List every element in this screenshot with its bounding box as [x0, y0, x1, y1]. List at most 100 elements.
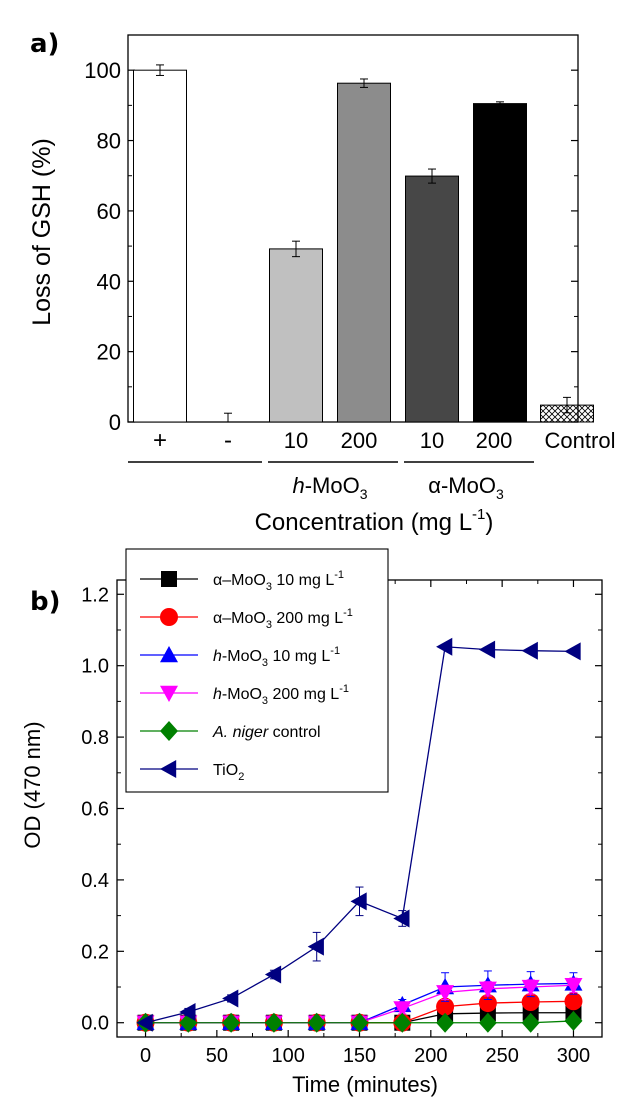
- panel-b-x-tick-label: 150: [343, 1045, 376, 1067]
- legend-marker: [160, 608, 178, 626]
- data-point: [564, 642, 581, 661]
- panel-b-y-axis-label: OD (470 nm): [20, 721, 45, 848]
- group-label: α-MoO3: [428, 473, 504, 502]
- legend: α–MoO3 10 mg L-1α–MoO3 200 mg L-1h-MoO3 …: [125, 548, 389, 793]
- legend-marker: [160, 646, 178, 663]
- panel-b-y-tick-label: 0.0: [81, 1013, 109, 1035]
- legend-label-post: 10 mg L: [268, 648, 330, 665]
- panel-a-y-tick-label: 80: [97, 129, 121, 154]
- legend-label-pre: A. niger: [212, 724, 269, 741]
- bar: [405, 175, 459, 423]
- legend-label-sup: -1: [330, 645, 340, 657]
- legend-marker: [160, 685, 178, 702]
- data-point: [393, 1012, 412, 1033]
- legend-label-sup: -1: [339, 683, 349, 695]
- legend-label: A. niger control: [212, 724, 321, 741]
- panel-b-x-tick-label: 50: [206, 1045, 228, 1067]
- data-point: [393, 1001, 412, 1018]
- legend-label-sub: 3: [262, 695, 268, 707]
- data-point: [564, 978, 583, 995]
- legend-label-post: 200 mg L: [272, 610, 343, 627]
- legend-label-mid: -MoO: [222, 648, 262, 665]
- data-point: [436, 1012, 455, 1033]
- legend-label: TiO2: [213, 762, 244, 783]
- data-point: [179, 1003, 196, 1022]
- data-point: [521, 993, 540, 1012]
- group-label-sub: 3: [496, 486, 504, 502]
- legend-label-pre: α–MoO: [213, 610, 266, 627]
- data-point: [521, 979, 540, 997]
- legend-label: α–MoO3 200 mg L-1: [213, 607, 353, 631]
- panel-a-x-axis-label-sup: -1: [472, 506, 485, 523]
- legend-label: h-MoO3 200 mg L-1: [213, 683, 349, 707]
- data-point: [478, 640, 496, 659]
- data-point: [521, 641, 538, 660]
- panel-b-label: b): [30, 587, 61, 617]
- bar: [269, 248, 323, 423]
- panel-b-y-tick-label: 0.4: [81, 870, 109, 892]
- legend-label: α–MoO3 10 mg L-1: [213, 569, 344, 593]
- legend-label-pre: TiO: [213, 762, 238, 779]
- panel-a-category-label: 10: [420, 428, 444, 453]
- legend-label-post: control: [268, 724, 320, 741]
- legend-marker: [160, 721, 178, 741]
- data-point: [478, 981, 497, 998]
- panel-a-y-tick-label: 20: [97, 340, 121, 365]
- data-point: [436, 985, 455, 1002]
- legend-label-pre: α–MoO: [213, 572, 266, 589]
- panel-b-x-tick-label: 200: [414, 1045, 447, 1067]
- panel-a-y-tick-label: 0: [109, 410, 121, 435]
- line-chart-panel-b: b) OD (470 nm) 0 50 100 150 200 250 300 0.0 0.2 0…: [20, 548, 603, 1097]
- panel-a-y-tick-label: 60: [97, 199, 121, 224]
- data-point: [564, 992, 583, 1011]
- panel-a-x-axis-label-main: Concentration (mg L: [255, 509, 472, 536]
- legend-label-post: 10 mg L: [272, 572, 334, 589]
- data-point: [521, 1012, 540, 1033]
- legend-label-sub: 2: [238, 771, 244, 783]
- panel-a-y-tick-label: 100: [84, 58, 121, 83]
- data-point: [264, 965, 282, 984]
- panel-a-x-axis-label-end: ): [485, 509, 493, 536]
- legend-label-pre: h: [213, 686, 222, 703]
- legend-label-sub: 3: [266, 581, 272, 593]
- legend-label-sup: -1: [343, 607, 353, 619]
- group-label-main: h: [292, 473, 304, 498]
- panel-b-y-tick-label: 0.2: [81, 941, 109, 963]
- data-point: [436, 997, 455, 1016]
- data-point: [222, 989, 239, 1008]
- data-point: [564, 1010, 583, 1031]
- data-point: [350, 1012, 369, 1033]
- legend-marker: [161, 571, 177, 587]
- data-point: [478, 994, 497, 1013]
- panel-b-y-tick-label: 1.0: [81, 656, 109, 678]
- legend-label-pre: h: [213, 648, 222, 665]
- series-4: [136, 1010, 583, 1033]
- legend-box: [125, 548, 389, 793]
- bar: [473, 103, 527, 423]
- data-point: [350, 892, 367, 911]
- data-point: [393, 909, 410, 928]
- panel-b-y-tick-label: 0.6: [81, 799, 109, 821]
- legend-label-mid: -MoO: [222, 686, 262, 703]
- panel-b-y-tick-label: 1.2: [81, 584, 109, 606]
- data-point: [478, 1012, 497, 1033]
- panel-a-category-label: Control: [545, 428, 616, 453]
- bar-chart-panel-a: a) Loss of GSH (%) 0 20 40 60 80 100 + - 10 200 10…: [28, 29, 615, 536]
- group-label-rest: -MoO: [305, 473, 360, 498]
- legend-label-sup: -1: [334, 569, 344, 581]
- group-label: h-MoO3: [292, 473, 367, 502]
- group-label-main: α: [428, 473, 441, 498]
- panel-a-category-label: 200: [341, 428, 378, 453]
- panel-a-category-label: 10: [284, 428, 308, 453]
- bar: [133, 69, 187, 423]
- data-point: [307, 937, 324, 956]
- panel-b-y-tick-label: 0.8: [81, 727, 109, 749]
- panel-a-y-axis-label: Loss of GSH (%): [28, 138, 56, 326]
- panel-a-label: a): [30, 29, 59, 59]
- data-point: [307, 1012, 326, 1033]
- data-point: [436, 637, 453, 656]
- panel-b-x-tick-label: 250: [485, 1045, 518, 1067]
- legend-label-sub: 3: [266, 619, 272, 631]
- group-label-rest: -MoO: [441, 473, 496, 498]
